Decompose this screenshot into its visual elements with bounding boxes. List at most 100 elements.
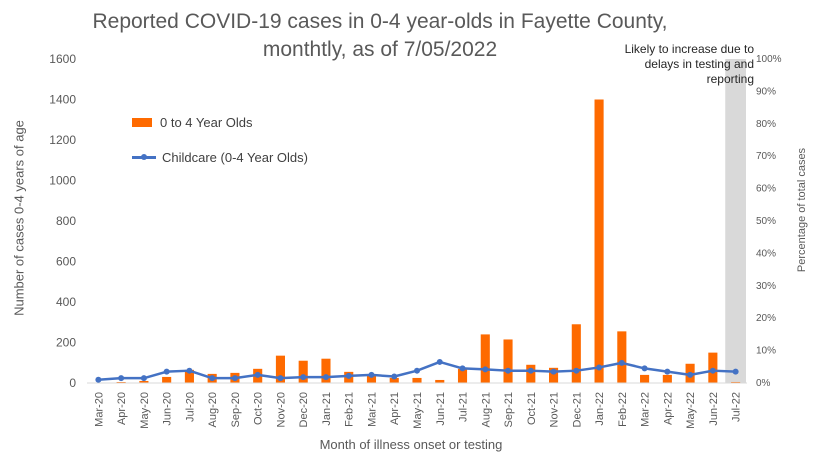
line-point [186,367,193,374]
bar [184,369,194,383]
y-tick-label: 1200 [49,133,76,147]
legend-label-bars: 0 to 4 Year Olds [160,114,253,130]
x-tick-label: Nov-21 [549,392,561,427]
legend-item-line: Childcare (0-4 Year Olds) [132,147,308,167]
bar [662,374,672,383]
bar [116,381,126,383]
y2-tick-label: 0% [756,378,771,389]
x-tick-label: May-21 [412,392,424,429]
bar [503,339,513,383]
bar [526,364,536,383]
bar [457,368,468,383]
line-point [345,372,352,379]
line-point [254,371,261,378]
line-point [118,375,125,382]
line-point [368,371,375,378]
line-point [209,375,216,382]
x-tick-label: Dec-21 [571,392,583,427]
y-tick-label: 200 [56,336,76,350]
y2-tick-label: 50% [756,216,776,227]
y-axis-label: Number of cases 0-4 years of age [11,120,27,316]
y-tick-label: 1000 [49,174,76,188]
y2-tick-label: 60% [756,184,776,195]
line-point [732,368,739,375]
x-tick-label: Jul-21 [458,392,470,422]
x-tick-label: Aug-20 [207,392,219,427]
x-tick-label: Jan-21 [321,392,333,426]
line-point [231,375,238,382]
legend-swatch-line [132,151,156,163]
shaded-region [725,59,746,383]
bar [162,376,172,383]
y2-tick-label: 30% [756,281,776,292]
x-tick-label: Oct-21 [526,392,538,425]
x-tick-label: Aug-21 [480,392,492,427]
x-tick-label: Apr-22 [662,392,674,425]
line-point [527,367,534,374]
line-point [140,375,147,382]
bar [640,374,650,383]
x-tick-label: Nov-20 [275,392,287,427]
x-tick-label: Jun-20 [162,392,174,426]
x-tick-label: Jul-22 [731,392,743,422]
y2-tick-label: 80% [756,119,776,130]
line-point [322,374,329,381]
bar [412,377,422,383]
bar [298,360,308,383]
legend: 0 to 4 Year Olds Childcare (0-4 Year Old… [132,112,308,182]
line-point [596,364,603,371]
bar [617,331,627,383]
x-tick-label: Dec-20 [298,392,310,427]
legend-item-bars: 0 to 4 Year Olds [132,112,308,132]
line-point [550,368,557,375]
y-tick-label: 0 [69,376,76,390]
y-tick-label: 600 [56,255,76,269]
x-tick-label: Feb-22 [617,392,629,427]
y2-tick-label: 90% [756,86,776,97]
x-tick-label: Sep-21 [503,392,515,427]
y2-tick-label: 100% [756,54,782,65]
x-tick-label: Oct-20 [253,392,265,425]
bar [435,379,445,383]
y-tick-label: 1600 [49,52,76,66]
y2-tick-label: 70% [756,151,776,162]
line-point [505,367,512,374]
x-tick-label: Jun-22 [708,392,720,426]
bar [275,355,285,383]
y-tick-label: 1400 [49,93,76,107]
line-point [482,366,489,373]
line-point [641,365,648,372]
line-point [664,368,671,375]
chart-note: Likely to increase due to delays in test… [624,42,754,86]
line-point [277,375,284,382]
x-tick-label: Jul-20 [184,392,196,422]
x-tick-label: Feb-21 [344,392,356,427]
bar [321,358,331,383]
bar [480,334,490,383]
y2-axis-label: Percentage of total cases [796,147,808,273]
line-point [687,371,694,378]
bar [594,99,604,383]
x-tick-label: Mar-20 [93,392,105,427]
y2-tick-label: 40% [756,248,776,259]
y-tick-label: 400 [56,295,76,309]
bar [571,324,581,383]
x-tick-label: Apr-21 [389,392,401,425]
legend-swatch-bars [132,117,152,127]
line-point [414,367,420,374]
line-point [618,359,625,366]
x-tick-label: Jan-22 [594,392,606,426]
bar [366,375,377,383]
line-point [163,368,170,375]
line-point [300,374,307,381]
x-tick-label: Sep-20 [230,392,242,427]
chart-title: Reported COVID-19 cases in 0-4 year-olds… [92,10,668,61]
x-tick-label: Jun-21 [435,392,447,426]
x-tick-label: May-22 [685,392,697,429]
bar [139,380,149,383]
bar [389,377,399,383]
legend-label-line: Childcare (0-4 Year Olds) [162,149,308,165]
bar [731,381,741,383]
bar [549,367,559,383]
